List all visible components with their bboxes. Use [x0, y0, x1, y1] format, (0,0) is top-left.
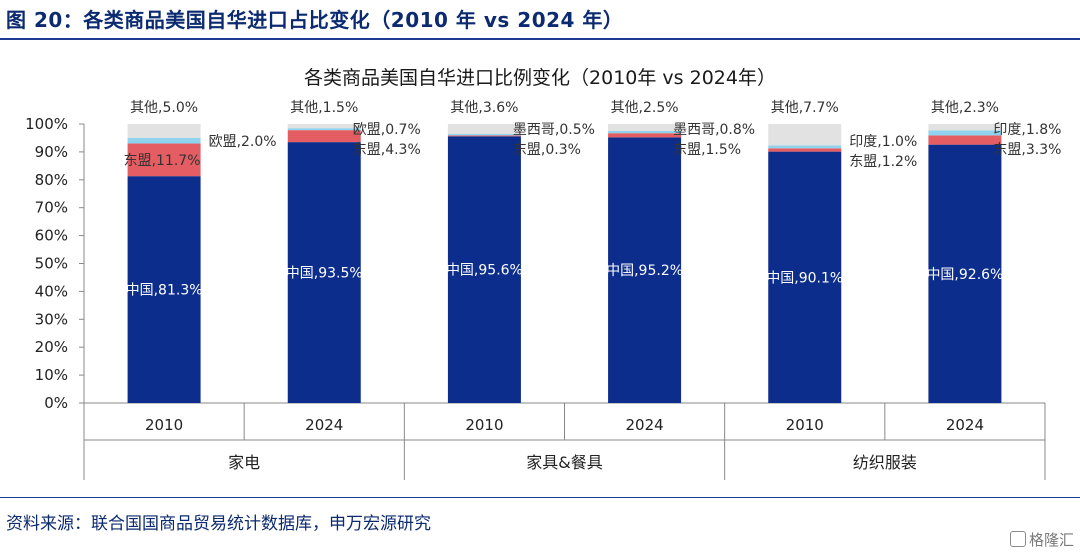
x-tick-label: 2024 — [305, 416, 343, 434]
data-label-asean: 东盟,0.3% — [513, 142, 581, 158]
y-tick-label: 100% — [25, 115, 68, 133]
bar-segment-other — [608, 124, 682, 131]
data-label-other: 其他,3.6% — [450, 100, 518, 116]
chart-area: 各类商品美国自华进口比例变化（2010年 vs 2024年） 0% 10% 20% 30… — [25, 67, 1061, 480]
data-label-third: 欧盟,0.7% — [353, 122, 421, 138]
group-label: 纺织服装 — [853, 453, 917, 472]
x-tick-label: 2024 — [946, 416, 984, 434]
data-label-asean: 东盟,1.2% — [849, 154, 917, 170]
data-label-third: 墨西哥,0.8% — [673, 122, 755, 138]
data-label-china: 中国,90.1% — [766, 270, 843, 286]
x-tick-label: 2024 — [625, 416, 663, 434]
bar-segment-china — [287, 142, 361, 403]
bar-segment-asean — [127, 143, 201, 177]
data-label-asean: 东盟,11.7% — [124, 153, 201, 169]
data-label-third: 墨西哥,0.5% — [513, 122, 595, 138]
y-tick-label: 90% — [35, 143, 68, 161]
bar-segment-china — [608, 137, 682, 403]
bar-segment-third — [127, 137, 201, 144]
bar-segment-china — [768, 151, 842, 403]
y-tick-label: 80% — [35, 171, 68, 189]
bar-segment-asean — [928, 135, 1002, 145]
bar-segment-asean — [287, 130, 361, 143]
title-divider — [0, 38, 1080, 40]
data-label-china: 中国,81.3% — [126, 283, 203, 299]
y-tick-label: 30% — [35, 310, 68, 328]
bar-segment-third — [608, 130, 682, 134]
chart-title: 各类商品美国自华进口比例变化（2010年 vs 2024年） — [304, 67, 776, 89]
y-tick-label: 20% — [35, 338, 68, 356]
x-tick-label: 2010 — [145, 416, 183, 434]
y-tick-label: 50% — [35, 255, 68, 273]
watermark-logo-icon — [1009, 531, 1026, 547]
bar-segment-third — [287, 128, 361, 131]
y-tick-label: 60% — [35, 227, 68, 245]
y-tick-label: 70% — [35, 199, 68, 217]
data-label-china: 中国,95.2% — [606, 263, 683, 279]
y-tick-label: 0% — [44, 394, 68, 412]
x-tick-label: 2010 — [465, 416, 503, 434]
data-label-other: 其他,1.5% — [290, 100, 358, 116]
bar-segment-other — [447, 124, 521, 135]
y-tick-label: 40% — [35, 282, 68, 300]
bar-segment-third — [768, 145, 842, 149]
source-note: 资料来源：联合国国商品贸易统计数据库，申万宏源研究 — [6, 514, 431, 534]
bar-segment-china — [928, 144, 1002, 403]
data-label-third: 印度,1.8% — [993, 122, 1061, 138]
bar-segment-asean — [768, 148, 842, 152]
data-label-third: 欧盟,2.0% — [209, 134, 277, 150]
data-label-third: 印度,1.0% — [849, 134, 917, 150]
y-tick-label: 10% — [35, 366, 68, 384]
bar-segment-other — [928, 124, 1002, 131]
bar-segment-china — [127, 176, 201, 403]
bar-segment-asean — [608, 133, 682, 138]
data-label-china: 中国,95.6% — [446, 263, 523, 279]
data-label-other: 其他,5.0% — [130, 100, 198, 116]
data-label-asean: 东盟,4.3% — [353, 142, 421, 158]
source-divider — [0, 497, 1080, 498]
data-label-asean: 东盟,1.5% — [673, 142, 741, 158]
data-label-asean: 东盟,3.3% — [993, 142, 1061, 158]
data-label-china: 中国,93.5% — [286, 266, 363, 282]
figure-title: 图 20：各类商品美国自华进口占比变化（2010 年 vs 2024 年） — [6, 8, 624, 32]
bar-segment-other — [287, 124, 361, 129]
data-label-other: 其他,7.7% — [771, 100, 839, 116]
bar-segment-china — [447, 136, 521, 403]
watermark-text: 格隆汇 — [1028, 531, 1074, 549]
bar-segment-other — [127, 124, 201, 138]
x-tick-label: 2010 — [786, 416, 824, 434]
bar-segment-other — [768, 124, 842, 146]
bar-segment-asean — [447, 135, 521, 137]
group-label: 家电 — [228, 453, 260, 472]
data-label-china: 中国,92.6% — [926, 267, 1003, 283]
bar-segment-third — [928, 130, 1002, 136]
data-label-other: 其他,2.5% — [611, 100, 679, 116]
watermark: 格隆汇 — [1009, 529, 1074, 550]
data-label-other: 其他,2.3% — [931, 100, 999, 116]
bar-segment-third — [447, 134, 521, 136]
group-label: 家具&餐具 — [526, 453, 602, 472]
